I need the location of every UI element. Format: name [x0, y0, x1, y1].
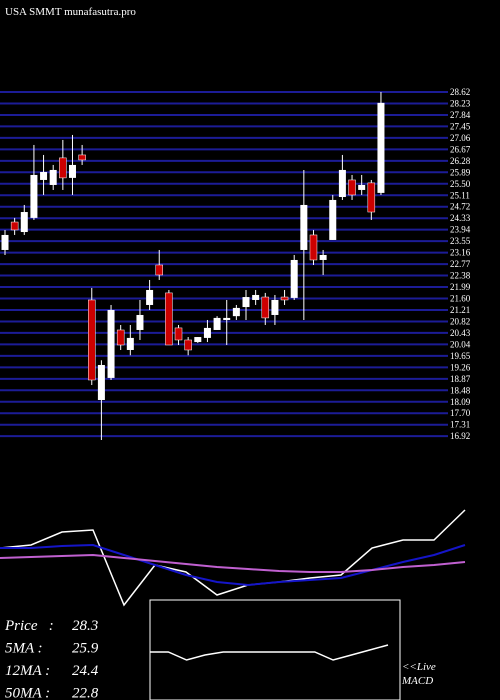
stat-value: 25.9 [72, 641, 99, 657]
indicator-line [0, 509, 466, 607]
candle-body [309, 234, 318, 261]
y-tick-label: 24.72 [450, 202, 470, 212]
candle-body [146, 289, 154, 305]
stat-label: Price : [4, 618, 54, 634]
candle-body [329, 199, 337, 240]
candle-body [242, 297, 250, 308]
y-tick-label: 19.65 [450, 351, 471, 361]
candle-body [319, 254, 327, 260]
y-tick-label: 18.09 [450, 397, 471, 407]
candle-body [40, 172, 48, 180]
candle-body [348, 179, 356, 196]
y-tick-label: 22.38 [450, 271, 471, 281]
y-tick-label: 26.67 [450, 144, 471, 154]
y-tick-label: 25.11 [450, 190, 470, 200]
candle-body [213, 317, 221, 330]
candle-body [126, 337, 134, 350]
y-tick-label: 21.21 [450, 305, 470, 315]
macd-label: <<Live [402, 661, 436, 673]
candle-body [165, 292, 173, 346]
candle-body [59, 157, 67, 179]
y-tick-label: 26.28 [450, 156, 471, 166]
candle-body [194, 337, 202, 343]
y-tick-label: 20.43 [450, 328, 471, 338]
candle-body [232, 307, 240, 317]
stat-value: 22.8 [72, 686, 99, 700]
y-tick-label: 25.89 [450, 167, 471, 177]
y-tick-label: 17.70 [450, 408, 471, 418]
indicator-line [0, 553, 466, 573]
candle-body [203, 327, 211, 338]
y-tick-label: 27.84 [450, 110, 471, 120]
candle-body [1, 234, 9, 250]
candle-body [377, 102, 385, 193]
y-tick-label: 23.94 [450, 225, 471, 235]
candle-body [97, 364, 105, 400]
candle-body [155, 264, 163, 276]
candle-body [280, 296, 289, 301]
y-tick-label: 18.87 [450, 374, 471, 384]
indicator-line [0, 543, 466, 587]
candle-body [174, 327, 183, 341]
candle-body [271, 299, 279, 315]
y-tick-label: 24.33 [450, 213, 471, 223]
stat-label: 5MA : [5, 641, 43, 657]
candle-body [338, 169, 346, 198]
candle-body [116, 329, 125, 346]
y-tick-label: 21.99 [450, 282, 471, 292]
y-tick-label: 19.26 [450, 362, 471, 372]
candle-body [290, 259, 298, 298]
y-tick-label: 25.50 [450, 179, 471, 189]
candle-body [367, 182, 376, 213]
candle-body [30, 174, 38, 218]
candle-body [223, 317, 231, 320]
y-tick-label: 22.77 [450, 259, 471, 269]
candle-body [184, 339, 192, 351]
y-tick-label: 27.45 [450, 121, 471, 131]
candle-body [300, 204, 308, 250]
candle-body [261, 296, 270, 319]
candle-body [252, 294, 260, 300]
y-tick-label: 18.48 [450, 385, 471, 395]
stat-value: 28.3 [72, 618, 98, 634]
y-tick-label: 21.60 [450, 294, 471, 304]
macd-frame [149, 599, 401, 700]
candle-body [20, 212, 28, 233]
y-tick-label: 28.23 [450, 98, 471, 108]
y-tick-label: 28.62 [450, 87, 470, 97]
candle-body [49, 169, 57, 185]
chart-title: USA SMMT munafasutra.pro [5, 6, 136, 18]
y-tick-label: 20.82 [450, 316, 470, 326]
candle-body [358, 184, 366, 190]
stat-value: 24.4 [72, 663, 99, 679]
y-tick-label: 27.06 [450, 133, 471, 143]
candle-body [136, 314, 144, 330]
candle-body [68, 164, 76, 178]
macd-label: MACD [401, 675, 433, 687]
indicator-line [150, 644, 389, 661]
y-tick-label: 16.92 [450, 431, 470, 441]
y-tick-label: 23.16 [450, 248, 471, 258]
stat-label: 50MA : [5, 686, 50, 700]
y-tick-label: 20.04 [450, 339, 471, 349]
candle-body [88, 299, 96, 381]
y-tick-label: 23.55 [450, 236, 471, 246]
candle-body [107, 309, 115, 378]
candle-body [10, 221, 19, 231]
candle-body [78, 154, 86, 161]
stat-label: 12MA : [5, 663, 50, 679]
y-tick-label: 17.31 [450, 420, 470, 430]
